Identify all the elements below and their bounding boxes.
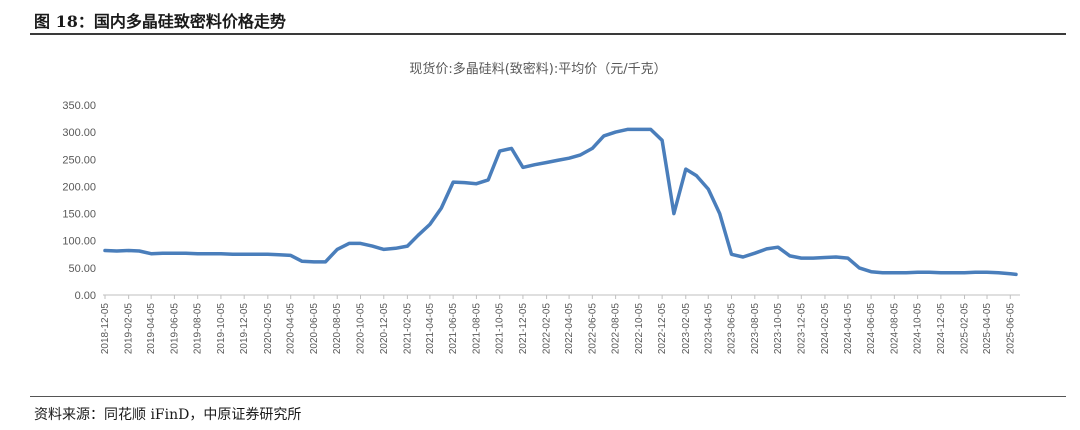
x-tick-label: 2021-12-05 xyxy=(518,303,529,355)
x-tick-label: 2023-08-05 xyxy=(750,303,761,355)
x-tick-label: 2023-12-05 xyxy=(796,303,807,355)
x-tick-label: 2021-04-05 xyxy=(425,303,436,355)
price-series-line xyxy=(103,127,1018,277)
x-tick-label: 2025-02-05 xyxy=(960,303,971,355)
x-tick-label: 2021-08-05 xyxy=(471,303,482,355)
x-tick-label: 2019-08-05 xyxy=(193,303,204,355)
x-tick-label: 2019-04-05 xyxy=(146,303,157,355)
chart-title: 现货价:多晶硅料(致密料):平均价（元/千克） xyxy=(409,61,666,77)
y-tick-label: 300.00 xyxy=(62,127,96,139)
y-tick-label: 0.00 xyxy=(75,290,96,302)
x-tick-label: 2023-10-05 xyxy=(773,303,784,355)
x-tick-label: 2023-02-05 xyxy=(681,303,692,355)
source-note: 资料来源：同花顺 iFinD，中原证券研究所 xyxy=(34,407,302,423)
y-tick-label: 50.00 xyxy=(68,263,96,275)
y-tick-label: 250.00 xyxy=(62,154,96,166)
x-tick-label: 2022-04-05 xyxy=(564,303,575,355)
x-tick-label: 2022-06-05 xyxy=(587,303,598,355)
x-tick-label: 2019-10-05 xyxy=(216,303,227,355)
y-tick-label: 150.00 xyxy=(62,209,96,221)
y-tick-label: 200.00 xyxy=(62,181,96,193)
x-axis-ticks: 2018-12-05 2019-02-05 2019-04-05 2019-06-05… xyxy=(100,295,1016,354)
x-tick-label: 2024-08-05 xyxy=(889,303,900,355)
x-tick-label: 2019-02-05 xyxy=(124,303,135,355)
x-tick-label: 2022-08-05 xyxy=(611,303,622,355)
x-tick-label: 2022-10-05 xyxy=(634,303,645,355)
x-tick-label: 2019-06-05 xyxy=(169,303,180,355)
x-tick-label: 2021-02-05 xyxy=(402,303,413,355)
y-tick-label: 350.00 xyxy=(62,100,96,112)
x-tick-label: 2024-12-05 xyxy=(936,303,947,355)
x-tick-label: 2020-10-05 xyxy=(355,303,366,355)
x-tick-label: 2023-06-05 xyxy=(727,303,738,355)
x-tick-label: 2022-02-05 xyxy=(542,303,553,355)
x-tick-label: 2024-02-05 xyxy=(820,303,831,355)
figure-title: 图 18：国内多晶硅致密料价格走势 xyxy=(34,12,286,31)
polysilicon-price-chart: 现货价:多晶硅料(致密料):平均价（元/千克） 0.00 50.00 100.00 1… xyxy=(62,61,1020,354)
x-tick-label: 2019-12-05 xyxy=(239,303,250,355)
x-tick-label: 2024-10-05 xyxy=(913,303,924,355)
x-tick-label: 2018-12-05 xyxy=(100,303,111,355)
x-tick-label: 2025-04-05 xyxy=(982,303,993,355)
x-tick-label: 2020-12-05 xyxy=(379,303,390,355)
x-tick-label: 2020-04-05 xyxy=(286,303,297,355)
x-tick-label: 2020-06-05 xyxy=(309,303,320,355)
x-tick-label: 2021-06-05 xyxy=(448,303,459,355)
source-rule xyxy=(30,396,1066,397)
x-tick-label: 2023-04-05 xyxy=(703,303,714,355)
y-tick-label: 100.00 xyxy=(62,236,96,248)
x-tick-label: 2025-06-05 xyxy=(1005,303,1016,355)
title-rule xyxy=(30,33,1066,35)
x-tick-label: 2024-06-05 xyxy=(866,303,877,355)
x-tick-label: 2020-08-05 xyxy=(332,303,343,355)
x-tick-label: 2020-02-05 xyxy=(263,303,274,355)
x-tick-label: 2024-04-05 xyxy=(843,303,854,355)
y-axis-ticks: 0.00 50.00 100.00 150.00 200.00 250.00 300.00 3… xyxy=(62,100,96,302)
x-tick-label: 2022-12-05 xyxy=(657,303,668,355)
x-tick-label: 2021-10-05 xyxy=(495,303,506,355)
